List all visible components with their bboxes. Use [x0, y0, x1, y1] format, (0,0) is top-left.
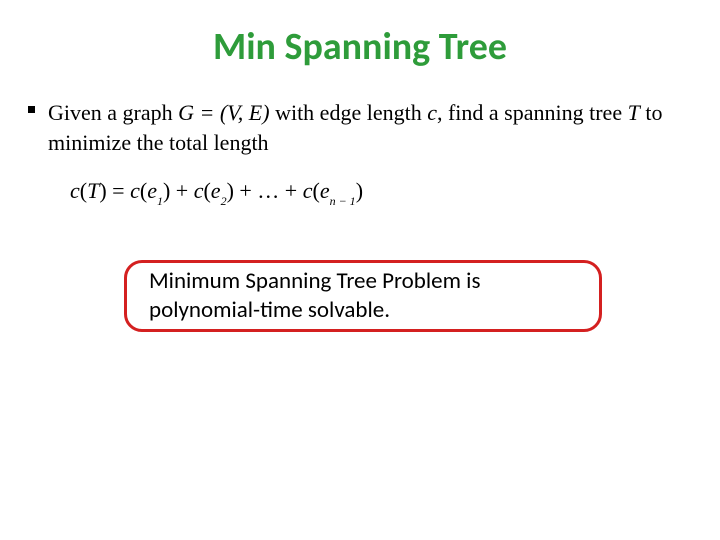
formula: c(T) = c(e1) + c(e2) + … + c(en − 1)	[70, 178, 363, 207]
f-pc3: )	[227, 178, 234, 203]
f-eq: =	[107, 178, 130, 203]
f-c1: c	[70, 178, 80, 203]
f-pc4: )	[356, 178, 363, 203]
body-mid2: , find a spanning tree	[437, 100, 628, 125]
f-pc1: )	[99, 178, 106, 203]
f-plus1: +	[170, 178, 193, 203]
f-T: T	[87, 178, 99, 203]
bullet-icon	[28, 106, 35, 113]
body-mid1: with edge length	[270, 100, 428, 125]
f-ellipsis: + … +	[234, 178, 303, 203]
callout-box: Minimum Spanning Tree Problem is polynom…	[124, 260, 602, 332]
f-sub1: 1	[157, 194, 163, 208]
graph-def: G = (V, E)	[178, 100, 269, 125]
f-sub2: 2	[221, 194, 227, 208]
f-c3: c	[194, 178, 204, 203]
body-prefix: Given a graph	[48, 100, 178, 125]
f-c2: c	[130, 178, 140, 203]
f-e3: e	[320, 178, 330, 203]
f-subminus: − 1	[336, 194, 356, 208]
f-po1: (	[80, 178, 87, 203]
f-e1: e	[147, 178, 157, 203]
callout-text: Minimum Spanning Tree Problem is polynom…	[149, 267, 577, 325]
slide: Min Spanning Tree Given a graph G = (V, …	[0, 0, 720, 540]
f-po3: (	[203, 178, 210, 203]
f-po4: (	[312, 178, 319, 203]
body-text: Given a graph G = (V, E) with edge lengt…	[48, 98, 678, 157]
slide-title: Min Spanning Tree	[0, 24, 720, 70]
edge-var: c	[427, 100, 437, 125]
tree-var: T	[628, 100, 640, 125]
f-e2: e	[211, 178, 221, 203]
